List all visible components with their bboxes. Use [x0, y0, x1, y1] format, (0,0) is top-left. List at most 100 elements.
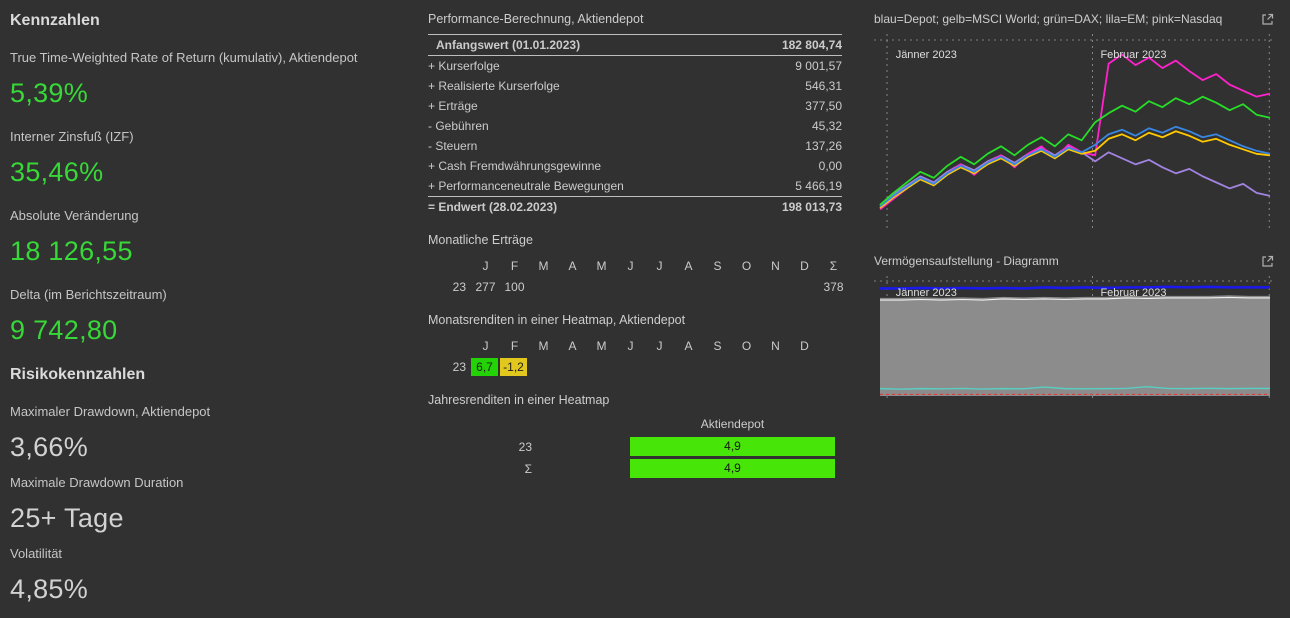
asset-area-chart: Jänner 2023 Februar 2023 — [874, 276, 1274, 400]
month-header: N — [771, 258, 780, 273]
table-row: + Realisierte Kurserfolge 546,31 — [428, 76, 842, 96]
heatmap-row: 23 6,7 -1,2 — [428, 356, 856, 377]
metric-label: Maximale Drawdown Duration — [10, 475, 184, 490]
metric-label: Maximaler Drawdown, Aktiendepot — [10, 404, 211, 419]
row-label: = Endwert (28.02.2023) — [428, 200, 558, 214]
month-header: A — [568, 258, 577, 273]
asset-chart-header: Vermögensaufstellung - Diagramm — [874, 254, 1274, 268]
metric-volatility: Volatilität 4,85% — [10, 546, 428, 605]
heatmap-cell-empty — [732, 358, 759, 376]
metric-label: Interner Zinsfuß (IZF) — [10, 129, 134, 144]
metric-ttwror: True Time-Weighted Rate of Return (kumul… — [10, 50, 428, 109]
svg-text:Februar 2023: Februar 2023 — [1100, 49, 1166, 61]
charts-panel: blau=Depot; gelb=MSCI World; grün=DAX; l… — [856, 12, 1280, 617]
metric-value: 4,85% — [10, 574, 89, 604]
year-heatmap-row-sum: Σ 4,9 — [428, 459, 856, 478]
performance-chart-title: blau=Depot; gelb=MSCI World; grün=DAX; l… — [874, 12, 1223, 26]
metric-value: 3,66% — [10, 432, 89, 462]
svg-text:Jänner 2023: Jänner 2023 — [896, 287, 957, 299]
sum-label: Σ — [524, 461, 532, 476]
row-label: - Steuern — [428, 139, 478, 153]
month-header: J — [482, 258, 489, 273]
month-header: M — [596, 258, 607, 273]
row-value: 182 804,74 — [781, 38, 842, 52]
metric-label: True Time-Weighted Rate of Return (kumul… — [10, 50, 358, 65]
table-row: - Gebühren 45,32 — [428, 116, 842, 136]
metric-label: Volatilität — [10, 546, 63, 561]
row-label: + Kurserfolge — [428, 59, 500, 73]
month-value: 100 — [504, 279, 525, 294]
month-header: O — [741, 338, 752, 353]
metric-value: 9 742,80 — [10, 315, 118, 345]
performance-calc-table: Anfangswert (01.01.2023) 182 804,74 + Ku… — [428, 34, 842, 217]
svg-text:Jänner 2023: Jänner 2023 — [896, 49, 957, 61]
performance-chart-header: blau=Depot; gelb=MSCI World; grün=DAX; l… — [874, 12, 1274, 26]
open-external-icon[interactable] — [1261, 255, 1274, 268]
month-header: J — [482, 338, 489, 353]
month-header: S — [713, 258, 722, 273]
metric-label: Absolute Veränderung — [10, 208, 139, 223]
heatmap-cell-empty — [674, 358, 701, 376]
metric-drawdown-duration: Maximale Drawdown Duration 25+ Tage — [10, 475, 428, 534]
row-value: 0,00 — [818, 159, 842, 173]
asset-chart-title: Vermögensaufstellung - Diagramm — [874, 254, 1059, 268]
month-header: M — [538, 338, 549, 353]
month-header: D — [800, 338, 809, 353]
metric-value: 18 126,55 — [10, 236, 133, 266]
year-label: 23 — [518, 439, 532, 454]
metric-izf: Interner Zinsfuß (IZF) 35,46% — [10, 129, 428, 188]
row-label: + Cash Fremdwährungsgewinne — [428, 159, 602, 173]
heatmap-cell-empty — [790, 358, 817, 376]
month-value: 277 — [475, 279, 496, 294]
metric-value: 35,46% — [10, 157, 104, 187]
metric-value: 5,39% — [10, 78, 89, 108]
performance-calc-title: Performance-Berechnung, Aktiendepot — [428, 12, 644, 26]
svg-text:Februar 2023: Februar 2023 — [1100, 287, 1166, 299]
year-label: 23 — [452, 359, 466, 374]
table-row-anfangswert: Anfangswert (01.01.2023) 182 804,74 — [428, 34, 842, 56]
heatmap-cell-empty — [587, 358, 614, 376]
heatmap-cell: 4,9 — [630, 437, 835, 456]
month-header: M — [538, 258, 549, 273]
month-header: A — [684, 258, 693, 273]
month-header: J — [627, 338, 634, 353]
row-label: - Gebühren — [428, 119, 489, 133]
month-header: D — [800, 258, 809, 273]
row-value: 137,26 — [805, 139, 842, 153]
heatmap-cell: 6,7 — [471, 357, 498, 376]
month-header: A — [568, 338, 577, 353]
kennzahlen-title: Kennzahlen — [10, 12, 100, 29]
metric-label: Delta (im Berichtszeitraum) — [10, 287, 167, 302]
row-label: Anfangswert (01.01.2023) — [436, 38, 581, 52]
heatmap-cell-empty — [645, 358, 672, 376]
table-row: + Erträge 377,50 — [428, 96, 842, 116]
heatmap-cell-empty — [703, 358, 730, 376]
month-header: S — [713, 338, 722, 353]
metric-max-drawdown: Maximaler Drawdown, Aktiendepot 3,66% — [10, 404, 428, 463]
month-header: A — [684, 338, 693, 353]
monthly-heatmap-title: Monatsrenditen in einer Heatmap, Aktiend… — [428, 313, 686, 327]
year-header-row: Aktiendepot — [428, 415, 856, 434]
month-values-row: 23 277 100 378 — [428, 276, 856, 297]
month-header: J — [656, 258, 663, 273]
open-external-icon[interactable] — [1261, 13, 1274, 26]
heatmap-cell: 4,9 — [630, 459, 835, 478]
performance-line-chart: Jänner 2023 Februar 2023 — [874, 34, 1274, 230]
column-header: Aktiendepot — [700, 417, 765, 431]
monthly-earnings-table: J F M A M J J A S O N D Σ 23 277 100 — [428, 255, 856, 297]
month-header: F — [510, 338, 519, 353]
table-row: - Steuern 137,26 — [428, 136, 842, 156]
year-heatmap-row: 23 4,9 — [428, 437, 856, 456]
month-header: M — [596, 338, 607, 353]
month-header: J — [656, 338, 663, 353]
performance-panel: Performance-Berechnung, Aktiendepot Anfa… — [428, 12, 856, 617]
metric-absolute-change: Absolute Veränderung 18 126,55 — [10, 208, 428, 267]
heatmap-cell-empty — [529, 358, 556, 376]
yearly-heatmap-title: Jahresrenditen in einer Heatmap — [428, 393, 610, 407]
kennzahlen-panel: Kennzahlen True Time-Weighted Rate of Re… — [10, 12, 428, 617]
row-value: 45,32 — [811, 119, 842, 133]
yearly-heatmap-table: Aktiendepot 23 4,9 Σ 4,9 — [428, 415, 856, 478]
metric-value: 25+ Tage — [10, 503, 124, 533]
heatmap-cell-empty — [558, 358, 585, 376]
